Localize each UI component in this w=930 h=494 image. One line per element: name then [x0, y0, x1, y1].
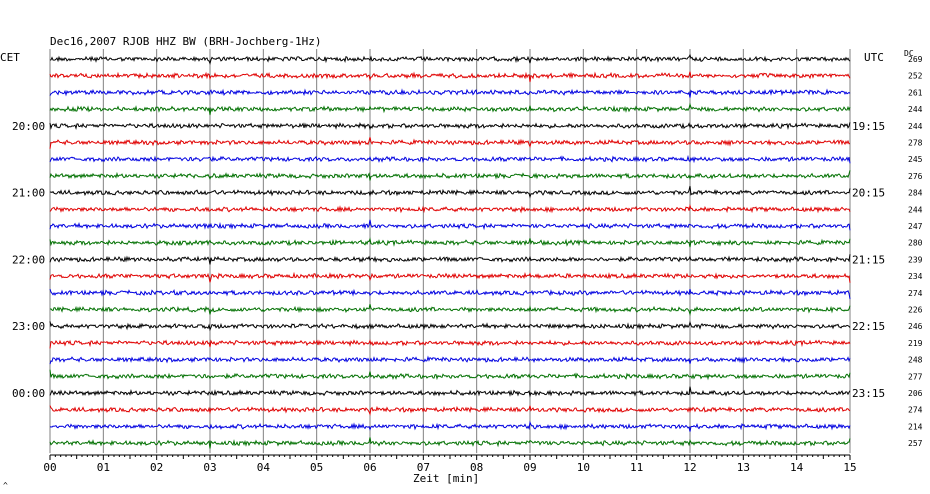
trace-row-19: [49, 369, 851, 381]
dc-value: 214: [908, 422, 923, 431]
seismic-traces: [49, 53, 851, 449]
trace-row-10: [49, 219, 851, 231]
x-axis: 00 01 02 03 04 05 06 07 08 09 10 11 12 13 14 15: [43, 454, 857, 474]
trace-row-23: [49, 437, 851, 449]
utc-header: UTC: [864, 51, 884, 64]
dc-value: 252: [908, 72, 923, 81]
utc-time-labels: 19:15 20:15 21:15 22:15 23:15: [852, 120, 885, 400]
dc-value: 244: [908, 122, 923, 131]
chart-title: Dec16,2007 RJOB HHZ BW (BRH-Jochberg-1Hz…: [50, 35, 322, 48]
dc-value: 269: [908, 55, 923, 64]
trace-row-2: [49, 88, 851, 98]
x-tick-label: 01: [97, 461, 110, 474]
trace-row-1: [49, 71, 851, 83]
utc-time-label: 19:15: [852, 120, 885, 133]
cet-time-label: 22:00: [12, 253, 45, 266]
trace-row-21: [49, 405, 851, 416]
trace-row-13: [49, 271, 851, 283]
dc-offset-labels: 269 252 261 244 244 278 245 276 284 244 247 280 239 2…: [908, 55, 923, 448]
cet-header: CET: [0, 51, 20, 64]
cet-time-label: 21:00: [12, 187, 45, 200]
dc-value: 246: [908, 322, 923, 331]
x-tick-label: 07: [417, 461, 430, 474]
dc-value: 276: [908, 172, 923, 181]
x-tick-label: 03: [203, 461, 216, 474]
minute-gridlines: [49, 49, 851, 454]
trace-row-16: [49, 320, 851, 332]
cet-time-label: 20:00: [12, 120, 45, 133]
cet-time-label: 00:00: [12, 387, 45, 400]
x-tick-label: 09: [523, 461, 536, 474]
x-tick-label: 00: [43, 461, 56, 474]
dc-value: 257: [908, 439, 923, 448]
trace-row-6: [49, 154, 851, 164]
trace-row-11: [49, 237, 851, 248]
trace-row-20: [49, 386, 851, 398]
footer-mark: ^: [3, 481, 8, 490]
x-tick-label: 15: [843, 461, 856, 474]
x-axis-label: Zeit [min]: [413, 472, 479, 485]
trace-row-15: [49, 303, 851, 317]
x-tick-label: 05: [310, 461, 323, 474]
x-tick-label: 12: [683, 461, 696, 474]
trace-row-9: [49, 203, 851, 214]
trace-row-3: [49, 102, 851, 116]
x-tick-label: 13: [737, 461, 750, 474]
trace-row-18: [49, 355, 851, 365]
trace-row-17: [49, 339, 851, 349]
utc-time-label: 21:15: [852, 253, 885, 266]
x-tick-label: 02: [150, 461, 163, 474]
dc-value: 278: [908, 139, 923, 148]
trace-row-5: [49, 137, 851, 149]
dc-value: 247: [908, 222, 923, 231]
utc-time-label: 20:15: [852, 187, 885, 200]
x-tick-label: 11: [630, 461, 643, 474]
dc-value: 277: [908, 372, 923, 381]
x-tick-label: 06: [363, 461, 376, 474]
dc-value: 261: [908, 88, 923, 97]
x-tick-label: 08: [470, 461, 483, 474]
cet-time-label: 23:00: [12, 320, 45, 333]
trace-row-8: [49, 185, 851, 199]
dc-value: 245: [908, 155, 923, 164]
cet-time-labels: 20:00 21:00 22:00 23:00 00:00: [12, 120, 45, 400]
trace-row-22: [49, 420, 851, 432]
dc-value: 248: [908, 356, 923, 365]
trace-row-4: [49, 122, 851, 131]
dc-value: 234: [908, 272, 923, 281]
dc-header: DC: [904, 49, 914, 58]
dc-value: 274: [908, 289, 923, 298]
trace-row-14: [49, 288, 851, 300]
dc-value: 280: [908, 239, 923, 248]
dc-value: 219: [908, 339, 923, 348]
dc-value: 239: [908, 255, 923, 264]
dc-value: 206: [908, 389, 923, 398]
utc-time-label: 22:15: [852, 320, 885, 333]
x-tick-label: 04: [257, 461, 271, 474]
dc-value: 226: [908, 306, 923, 315]
dc-value: 244: [908, 205, 923, 214]
trace-row-0: [49, 53, 851, 65]
trace-row-12: [49, 254, 851, 265]
trace-row-7: [49, 170, 851, 181]
x-tick-label: 10: [577, 461, 590, 474]
dc-value: 284: [908, 189, 923, 198]
utc-time-label: 23:15: [852, 387, 885, 400]
x-tick-label: 14: [790, 461, 804, 474]
dc-value: 244: [908, 105, 923, 114]
dc-value: 274: [908, 406, 923, 415]
